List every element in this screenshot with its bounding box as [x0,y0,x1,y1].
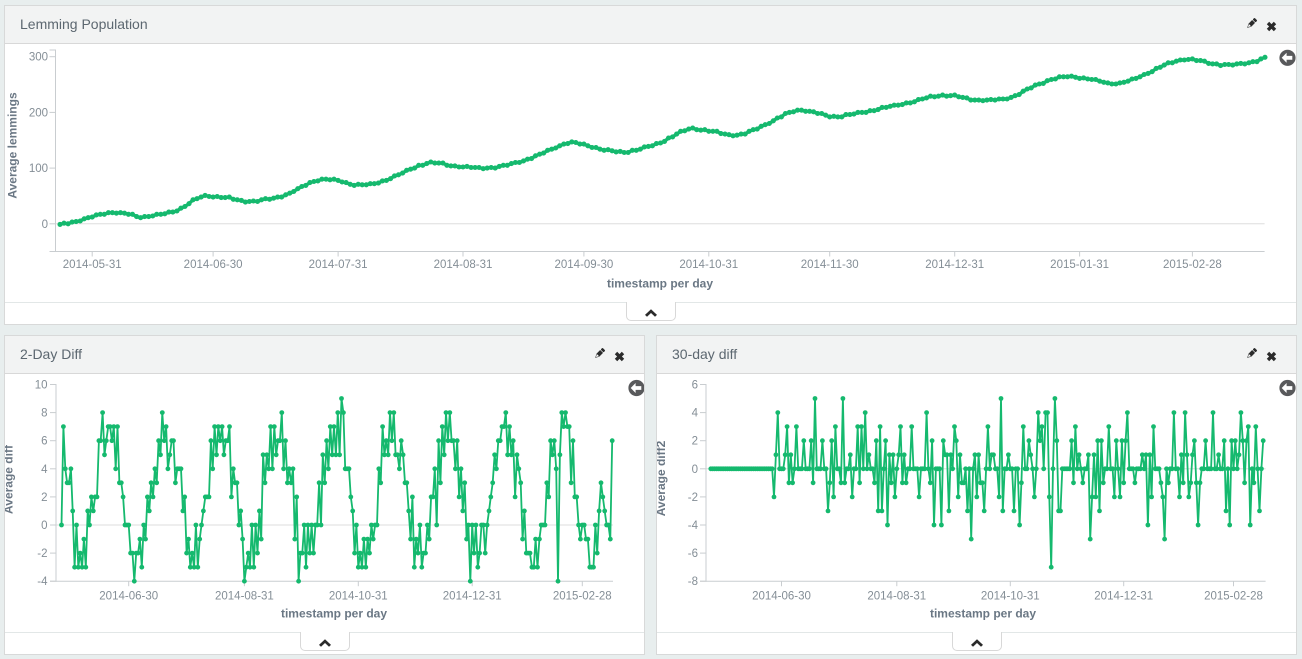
svg-text:8: 8 [41,408,47,420]
svg-text:2014-06-30: 2014-06-30 [99,591,158,603]
svg-text:-4: -4 [688,520,699,532]
svg-text:0: 0 [41,520,47,532]
svg-text:Average lemmings: Average lemmings [6,92,20,199]
svg-text:2014-08-31: 2014-08-31 [434,259,493,271]
svg-text:2014-09-30: 2014-09-30 [554,259,613,271]
svg-text:-2: -2 [37,548,47,560]
svg-text:200: 200 [29,107,48,119]
svg-text:10: 10 [35,380,48,392]
svg-text:timestamp per day: timestamp per day [281,607,387,621]
svg-text:2014-08-31: 2014-08-31 [215,591,274,603]
svg-text:100: 100 [29,163,48,175]
svg-text:timestamp per day: timestamp per day [607,277,713,291]
svg-text:2014-10-31: 2014-10-31 [679,259,738,271]
svg-text:2015-02-28: 2015-02-28 [553,591,612,603]
svg-text:2014-06-30: 2014-06-30 [752,591,811,603]
svg-text:300: 300 [29,52,48,64]
svg-text:0: 0 [692,464,698,476]
svg-text:2014-10-31: 2014-10-31 [329,591,388,603]
svg-text:2014-12-31: 2014-12-31 [1094,591,1153,603]
svg-text:6: 6 [692,380,698,392]
svg-text:Average diff2: Average diff2 [657,440,668,516]
svg-text:2014-08-31: 2014-08-31 [867,591,926,603]
svg-text:-4: -4 [37,576,48,588]
svg-text:-6: -6 [688,548,698,560]
svg-text:timestamp per day: timestamp per day [930,607,1036,621]
svg-text:2014-07-31: 2014-07-31 [309,259,368,271]
svg-text:-8: -8 [688,576,698,588]
svg-text:-2: -2 [688,492,698,504]
svg-text:2015-01-31: 2015-01-31 [1050,259,1109,271]
svg-text:2014-10-31: 2014-10-31 [981,591,1040,603]
svg-text:2014-05-31: 2014-05-31 [63,259,122,271]
svg-text:Average diff: Average diff [5,444,16,514]
svg-text:4: 4 [41,464,48,476]
svg-text:4: 4 [692,408,699,420]
svg-text:2: 2 [41,492,47,504]
svg-text:2: 2 [692,436,698,448]
svg-text:2015-02-28: 2015-02-28 [1204,591,1263,603]
svg-text:0: 0 [42,219,48,231]
svg-text:2014-12-31: 2014-12-31 [925,259,984,271]
svg-text:6: 6 [41,436,47,448]
svg-text:2014-06-30: 2014-06-30 [184,259,243,271]
svg-text:2015-02-28: 2015-02-28 [1163,259,1222,271]
svg-text:2014-12-31: 2014-12-31 [443,591,502,603]
svg-text:2014-11-30: 2014-11-30 [801,259,859,271]
